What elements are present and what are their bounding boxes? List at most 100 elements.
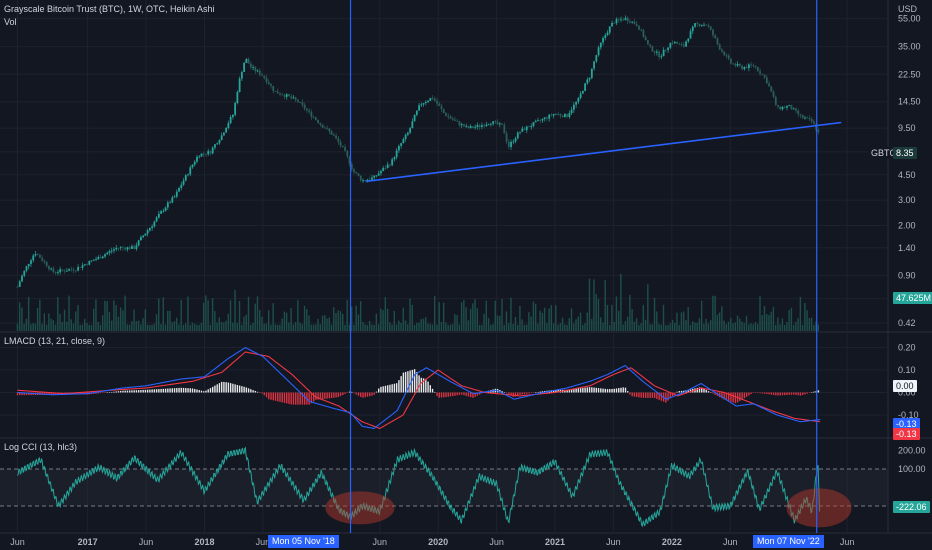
volume-bar <box>99 324 102 331</box>
lmacd-hist-bar <box>732 392 734 403</box>
price-candle <box>723 51 726 56</box>
price-candle <box>521 128 524 132</box>
lmacd-hist-bar <box>99 392 102 394</box>
volume-bar <box>732 323 734 331</box>
volume-bar <box>30 324 32 331</box>
lmacd-hist-bar <box>234 384 236 393</box>
volume-bar <box>362 322 364 331</box>
price-candle <box>572 104 575 110</box>
volume-bar <box>795 321 797 331</box>
volume-bar <box>734 322 737 331</box>
lmacd-hist-bar <box>169 388 171 393</box>
price-candle <box>438 103 441 106</box>
lmacd-hist-bar <box>454 392 456 396</box>
volume-bar <box>804 302 806 331</box>
volume-bar <box>640 323 642 331</box>
price-candle <box>730 58 732 64</box>
volume-bar <box>263 323 265 331</box>
price-candle <box>415 110 418 115</box>
volume-bar <box>620 273 622 331</box>
lmacd-hist-bar <box>330 392 333 399</box>
lmacd-hist-bar <box>671 392 674 397</box>
volume-bar <box>503 324 505 331</box>
lmacd-hist-bar <box>104 392 106 393</box>
price-candle <box>205 153 207 155</box>
price-candle <box>209 151 212 154</box>
lmacd-hist-bar <box>579 388 582 393</box>
volume-bar <box>476 308 479 331</box>
lmacd-hist-bar <box>503 392 506 393</box>
volume-bar <box>303 305 306 331</box>
lmacd-hist-bar <box>160 388 162 393</box>
price-candle <box>270 84 272 86</box>
volume-bar <box>447 324 449 331</box>
lmacd-hist-bar <box>474 392 476 397</box>
lmacd-hist-bar <box>635 392 638 397</box>
volume-bar <box>481 324 483 331</box>
volume-bar <box>474 299 476 331</box>
volume-bar <box>299 322 301 331</box>
price-candle <box>745 67 748 69</box>
lmacd-hist-bar <box>259 392 261 393</box>
lmacd-hist-bar <box>806 392 808 394</box>
volume-bar <box>810 317 813 331</box>
lmacd-hist-bar <box>526 392 528 394</box>
volume-bar <box>705 318 707 331</box>
volume-bar <box>110 320 113 331</box>
volume-bar <box>559 323 562 331</box>
price-candle <box>577 97 580 102</box>
price-candle <box>561 115 564 118</box>
volume-bar <box>292 324 295 331</box>
lmacd-hist-bar <box>227 382 230 393</box>
volume-bar <box>122 310 124 331</box>
lmacd-hist-bar <box>615 388 618 393</box>
price-candle <box>261 74 263 76</box>
price-candle <box>772 91 775 97</box>
lmacd-hist-bar <box>272 392 274 401</box>
price-candle <box>279 93 281 95</box>
price-candle <box>34 254 37 256</box>
volume-bar <box>687 307 689 331</box>
volume-bar <box>281 318 283 331</box>
price-candle <box>813 121 815 124</box>
lmacd-hist-bar <box>113 391 115 393</box>
lmacd-hist-bar <box>120 390 122 393</box>
volume-bar <box>651 324 653 331</box>
price-candle <box>599 42 602 48</box>
volume-bar <box>817 324 820 331</box>
price-candle <box>43 260 46 262</box>
volume-bar <box>404 320 407 331</box>
volume-bar <box>43 313 46 331</box>
lmacd-hist-bar <box>218 383 221 393</box>
price-candle <box>245 59 248 63</box>
lmacd-hist-bar <box>734 392 737 404</box>
price-candle <box>294 97 297 100</box>
lmacd-hist-bar <box>597 388 600 393</box>
volume-bar <box>429 324 431 331</box>
price-candle <box>371 177 373 180</box>
volume-bar <box>494 300 496 331</box>
lmacd-hist-bar <box>153 389 156 393</box>
price-candle <box>108 251 111 253</box>
price-candle <box>669 42 672 48</box>
lmacd-hist-bar <box>97 392 99 394</box>
price-candle <box>274 91 277 92</box>
price-candle <box>404 134 407 139</box>
volume-bar <box>119 307 122 331</box>
lmacd-hist-bar <box>355 392 357 395</box>
lmacd-hist-bar <box>624 387 627 393</box>
volume-bar <box>568 318 570 331</box>
price-candle <box>608 26 611 33</box>
volume-bar <box>155 314 158 331</box>
volume-bar <box>458 324 461 331</box>
volume-bar <box>658 324 660 331</box>
lmacd-hist-bar <box>404 371 407 393</box>
price-tick-label: 22.50 <box>898 69 921 79</box>
volume-tag: 47.625M <box>893 292 932 304</box>
volume-bar <box>371 324 373 331</box>
lmacd-hist-bar <box>458 392 461 395</box>
price-candle <box>310 111 313 117</box>
lmacd-hist-bar <box>456 392 458 396</box>
lmacd-hist-bar <box>680 390 683 393</box>
